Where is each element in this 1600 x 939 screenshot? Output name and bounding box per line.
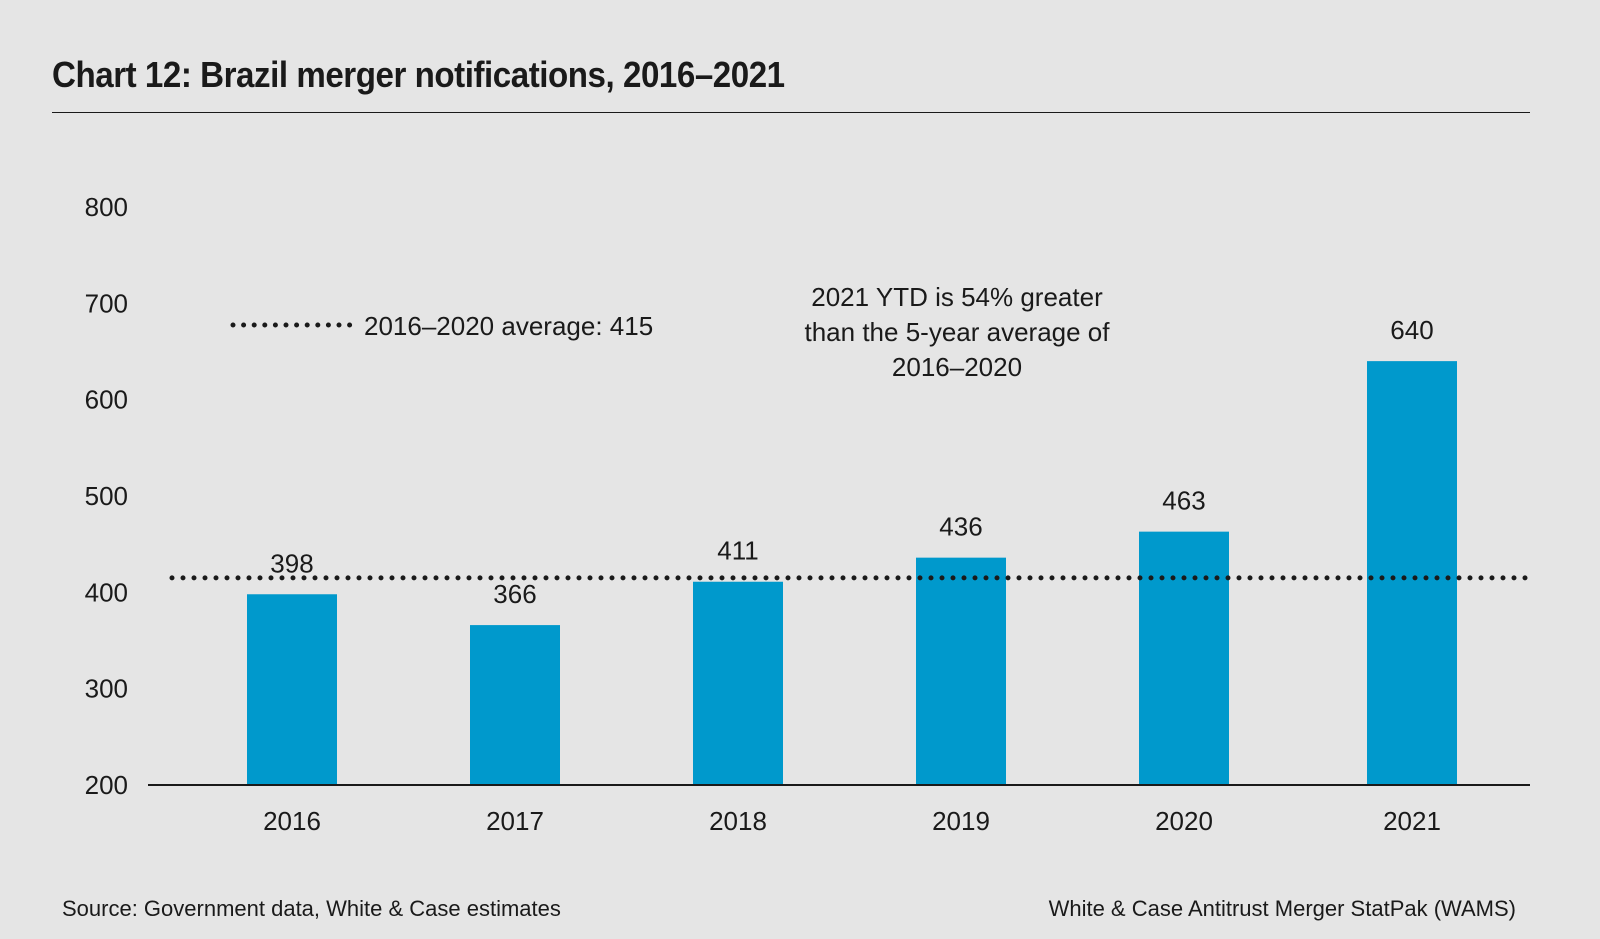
x-tick-label: 2021 [1383,806,1441,836]
x-tick-label: 2020 [1155,806,1213,836]
y-tick-label: 400 [85,577,128,607]
bar-2019 [916,557,1006,785]
legend-label: 2016–2020 average: 415 [364,311,653,341]
annotation-line: 2016–2020 [892,352,1022,382]
data-label-2017: 366 [493,579,536,609]
bar-2017 [470,625,560,785]
y-tick-label: 700 [85,288,128,318]
x-tick-label: 2018 [709,806,767,836]
y-tick-label: 200 [85,770,128,800]
bar-2016 [247,594,337,785]
data-label-2016: 398 [270,548,313,578]
source-note: Source: Government data, White & Case es… [62,896,561,921]
y-tick-label: 500 [85,481,128,511]
y-tick-label: 600 [85,385,128,415]
credit-note: White & Case Antitrust Merger StatPak (W… [1048,896,1516,921]
y-tick-label: 300 [85,674,128,704]
chart-title: Chart 12: Brazil merger notifications, 2… [52,54,785,95]
x-tick-label: 2016 [263,806,321,836]
annotation-line: than the 5-year average of [805,317,1111,347]
data-label-2019: 436 [939,512,982,542]
data-label-2020: 463 [1162,486,1205,516]
bar-2021 [1367,361,1457,785]
data-label-2018: 411 [717,536,758,566]
bar-2020 [1139,531,1229,785]
y-tick-label: 800 [85,192,128,222]
x-tick-label: 2019 [932,806,990,836]
annotation-line: 2021 YTD is 54% greater [811,282,1103,312]
title-divider [52,112,1530,113]
bar-2018 [693,581,783,785]
x-tick-label: 2017 [486,806,544,836]
data-label-2021: 640 [1390,315,1433,345]
